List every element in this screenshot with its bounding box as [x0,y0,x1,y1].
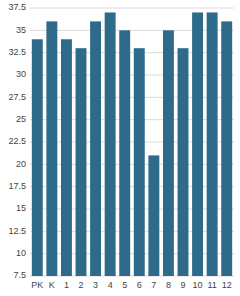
grid-line [30,119,234,120]
y-tick-label: 22.5 [8,136,26,146]
x-tick-label: PK [31,280,43,290]
bar [32,39,43,276]
x-tick-label: 6 [137,280,142,290]
bar [46,21,57,276]
grid-line [30,164,234,165]
chart-container: 7.51012.51517.52022.52527.53032.53537.5P… [0,0,240,296]
bar [192,12,203,276]
y-tick-label: 15 [16,203,26,213]
chart-svg: 7.51012.51517.52022.52527.53032.53537.5P… [0,0,240,296]
y-tick-label: 7.5 [13,270,26,280]
x-tick-label: 9 [180,280,185,290]
bar [76,48,87,276]
y-tick-label: 25 [16,114,26,124]
bar [61,39,72,276]
y-tick-label: 10 [16,248,26,258]
x-tick-label: K [49,280,55,290]
bar [221,21,232,276]
x-tick-label: 3 [93,280,98,290]
x-tick-label: 1 [64,280,69,290]
bar [148,155,159,276]
y-tick-label: 12.5 [8,226,26,236]
bar [178,48,189,276]
bar [134,48,145,276]
bars [32,12,232,276]
grid-line [30,276,234,277]
y-tick-label: 37.5 [8,2,26,12]
grid-line [30,8,234,9]
grid-line [30,253,234,254]
bar [119,30,130,276]
x-tick-label: 8 [166,280,171,290]
bar [207,12,218,276]
bar [90,21,101,276]
x-tick-label: 7 [151,280,156,290]
grid-line [30,52,234,53]
grid-line [30,97,234,98]
x-axis: PKK123456789101112 [31,280,231,290]
bar [163,30,174,276]
x-tick-label: 12 [222,280,232,290]
x-tick-label: 10 [193,280,203,290]
x-tick-label: 4 [108,280,113,290]
x-tick-label: 5 [122,280,127,290]
x-tick-label: 11 [207,280,216,290]
grid-line [30,186,234,187]
y-grid [30,8,234,276]
grid-line [30,30,234,31]
bar [105,12,116,276]
y-tick-label: 27.5 [8,92,26,102]
x-tick-label: 2 [78,280,83,290]
grid-line [30,231,234,232]
y-axis: 7.5 10 12.5 15 17.5 20 22.5 25 27.5 30 32.5 35 37.5 [8,2,26,280]
grid-line [30,209,234,210]
y-tick-label: 20 [16,159,26,169]
grid-line [30,142,234,143]
y-tick-label: 32.5 [8,47,26,57]
y-tick-label: 35 [16,25,26,35]
grid-line [30,75,234,76]
y-tick-label: 30 [16,69,26,79]
y-tick-label: 17.5 [8,181,26,191]
page: {"chart_data": {"type": "bar", "categori… [0,0,240,296]
